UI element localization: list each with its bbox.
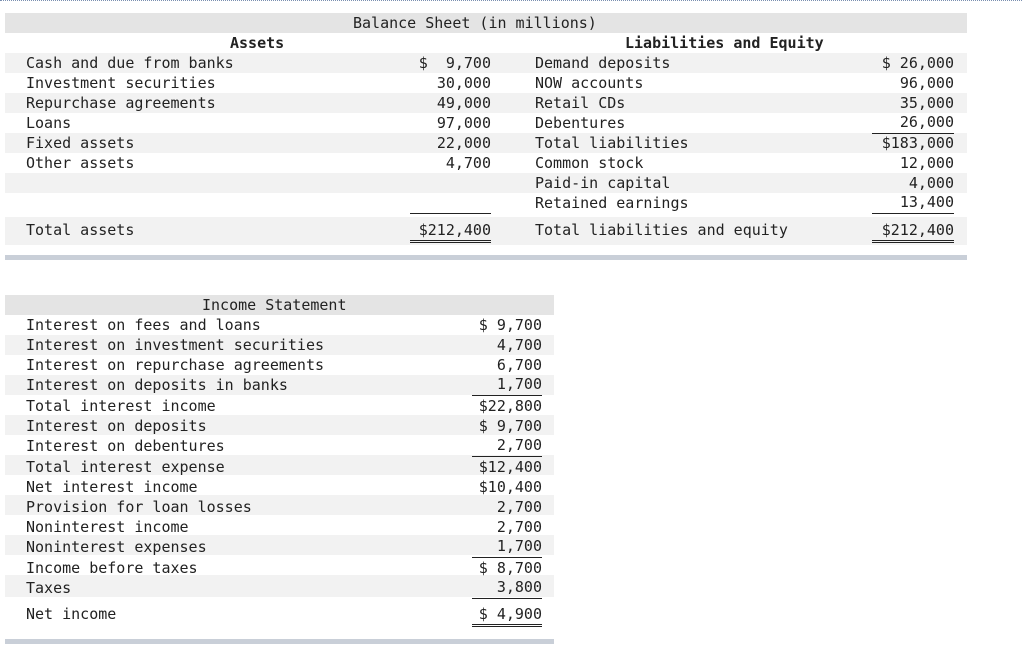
equity-value: 12,000 <box>899 154 954 172</box>
income-label: Taxes <box>26 579 72 597</box>
liability-label: Total liabilities <box>535 134 689 152</box>
income-value: 1,700 <box>472 375 542 396</box>
asset-value: $ 9,700 <box>418 54 491 72</box>
equity-label: Common stock <box>535 154 644 172</box>
row-band <box>5 53 967 73</box>
asset-label: Investment securities <box>26 74 216 92</box>
top-dotted-border <box>0 0 1022 1</box>
income-label: Total interest income <box>26 397 216 415</box>
income-value: $ 8,700 <box>478 559 542 577</box>
liability-label: Debentures <box>535 114 626 132</box>
asset-value: 49,000 <box>436 94 491 112</box>
balance-sheet-title-band <box>5 13 967 33</box>
row-band <box>5 535 554 555</box>
balance-sheet-title: Balance Sheet (in millions) <box>353 14 597 32</box>
liability-value: $ 26,000 <box>881 54 954 72</box>
income-label: Interest on fees and loans <box>26 316 261 334</box>
equity-label: Retained earnings <box>535 194 689 212</box>
income-label: Interest on deposits <box>26 417 207 435</box>
income-label: Interest on repurchase agreements <box>26 356 325 374</box>
asset-label: Repurchase agreements <box>26 94 216 112</box>
total-assets-label: Total assets <box>26 221 135 239</box>
liability-value: 35,000 <box>899 94 954 112</box>
equity-value: 13,400 <box>872 193 954 214</box>
liability-label: Retail CDs <box>535 94 626 112</box>
asset-value: 22,000 <box>436 134 491 152</box>
income-statement-title: Income Statement <box>202 296 347 314</box>
income-value: $12,400 <box>478 458 542 476</box>
row-band <box>5 495 554 515</box>
row-band <box>5 133 967 153</box>
asset-value: 4,700 <box>445 154 491 172</box>
net-income-value: $ 4,900 <box>472 604 542 627</box>
equity-value: 4,000 <box>908 174 954 192</box>
income-label: Net interest income <box>26 478 198 496</box>
income-value: 3,800 <box>472 578 542 599</box>
income-label: Interest on investment securities <box>26 336 325 354</box>
income-value: 4,700 <box>496 336 542 354</box>
row-band <box>5 575 554 597</box>
income-value: $ 9,700 <box>478 417 542 435</box>
income-value: 1,700 <box>472 537 542 558</box>
income-label: Provision for loan losses <box>26 498 252 516</box>
row-band <box>5 375 554 395</box>
asset-value: 97,000 <box>436 114 491 132</box>
total-assets-rule <box>410 213 491 214</box>
liability-label: NOW accounts <box>535 74 644 92</box>
income-value: 6,700 <box>496 356 542 374</box>
assets-header: Assets <box>230 34 285 52</box>
row-band <box>5 173 967 193</box>
income-label: Interest on deposits in banks <box>26 376 288 394</box>
row-band <box>5 335 554 355</box>
total-liabilities-equity-value: $212,400 <box>872 220 954 243</box>
total-assets-value: $212,400 <box>410 220 491 243</box>
income-value: $22,800 <box>478 397 542 415</box>
total-liabilities-value: $183,000 <box>881 134 954 152</box>
income-value: $10,400 <box>478 478 542 496</box>
liability-value: 26,000 <box>872 113 954 134</box>
income-statement-title-band <box>5 295 554 315</box>
asset-label: Cash and due from banks <box>26 54 234 72</box>
liability-value: 96,000 <box>899 74 954 92</box>
income-label: Income before taxes <box>26 559 198 577</box>
row-band <box>5 415 554 435</box>
income-label: Total interest expense <box>26 458 225 476</box>
asset-label: Fixed assets <box>26 134 135 152</box>
income-label: Noninterest income <box>26 518 189 536</box>
income-label: Interest on debentures <box>26 437 225 455</box>
asset-label: Other assets <box>26 154 135 172</box>
income-value: 2,700 <box>496 518 542 536</box>
total-liabilities-equity-label: Total liabilities and equity <box>535 221 788 239</box>
income-value: 2,700 <box>496 498 542 516</box>
row-band <box>5 93 967 113</box>
asset-label: Loans <box>26 114 72 132</box>
equity-label: Paid-in capital <box>535 174 671 192</box>
liabilities-header: Liabilities and Equity <box>625 34 824 52</box>
liability-label: Demand deposits <box>535 54 671 72</box>
row-band <box>5 455 554 475</box>
balance-sheet-bottom-bar <box>5 255 967 260</box>
net-income-label: Net income <box>26 605 117 623</box>
income-value: 2,700 <box>472 436 542 457</box>
income-label: Noninterest expenses <box>26 538 207 556</box>
income-statement-bottom-bar <box>5 639 554 644</box>
income-value: $ 9,700 <box>478 316 542 334</box>
asset-value: 30,000 <box>436 74 491 92</box>
